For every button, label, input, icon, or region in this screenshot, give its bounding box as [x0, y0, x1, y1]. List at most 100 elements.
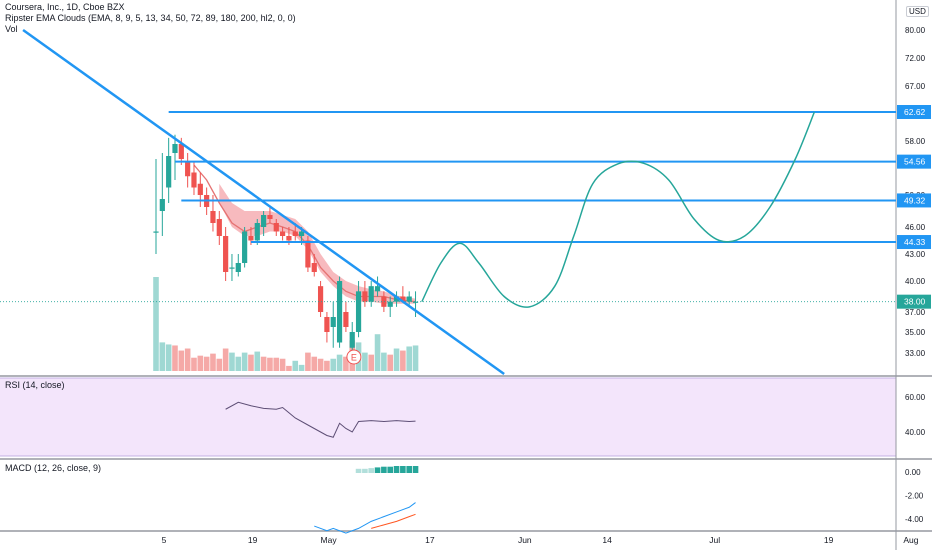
volume-legend[interactable]: Vol — [5, 24, 18, 34]
price-level-label: 54.56 — [904, 157, 926, 167]
volume-bar — [222, 348, 229, 371]
volume-bar — [412, 345, 419, 371]
candle-body — [267, 215, 273, 219]
volume-bar — [381, 352, 387, 371]
time-tick-label: 19 — [824, 535, 834, 545]
candle-body — [368, 286, 374, 302]
volume-bar — [254, 351, 261, 371]
price-tick-label: 72.00 — [905, 54, 926, 63]
macd-line — [314, 502, 416, 534]
price-tick-label: 67.00 — [905, 82, 926, 91]
volume-bar — [317, 358, 324, 371]
volume-bar — [203, 356, 210, 371]
candle-body — [159, 199, 165, 211]
volume-bar — [191, 357, 197, 371]
volume-bar — [248, 354, 254, 371]
candle-body — [355, 291, 362, 332]
candle-body — [242, 231, 248, 263]
signal-line — [371, 513, 416, 529]
candle-body — [248, 236, 254, 241]
time-tick-label: Jul — [709, 535, 720, 545]
volume-bar — [298, 364, 305, 371]
descending-trendline — [22, 28, 505, 376]
candle-body — [393, 296, 400, 302]
candle-body — [336, 281, 343, 343]
volume-bar — [260, 356, 267, 371]
price-tick-label: 33.00 — [905, 349, 926, 358]
volume-bar — [387, 354, 394, 371]
candle-body — [273, 223, 279, 232]
price-projection-curve — [421, 111, 816, 308]
time-tick-label: Jun — [518, 535, 532, 545]
price-level-label: 44.33 — [904, 237, 926, 247]
volume-bar — [241, 352, 248, 371]
candle-body — [185, 162, 191, 177]
candle-body — [166, 156, 172, 188]
volume-bar — [184, 348, 191, 371]
macd-tick-label: 0.00 — [905, 468, 921, 477]
volume-bar — [324, 360, 330, 371]
candle-body — [191, 172, 197, 188]
indicator-legend[interactable]: Ripster EMA Clouds (EMA, 8, 9, 5, 13, 34… — [5, 13, 296, 23]
price-tick-label: 46.00 — [905, 223, 926, 232]
volume-bar — [362, 352, 368, 371]
candle-body — [374, 286, 381, 292]
candle-body — [343, 312, 349, 327]
macd-histogram-bar — [412, 466, 419, 473]
volume-bar — [292, 360, 299, 371]
candle-body — [298, 231, 305, 236]
volume-bar — [336, 354, 343, 371]
price-level-label: 49.32 — [904, 195, 926, 205]
candle-body — [172, 144, 178, 153]
volume-bar — [393, 348, 400, 371]
candle-body — [381, 296, 387, 307]
time-tick-label: 19 — [248, 535, 258, 545]
macd-histogram-bar — [406, 466, 412, 473]
price-level-badge — [897, 235, 931, 250]
earnings-marker — [346, 349, 362, 365]
price-tick-label: 43.00 — [905, 250, 926, 259]
candle-body — [286, 236, 292, 241]
candle-body — [311, 263, 317, 272]
price-tick-label: 40.00 — [905, 277, 926, 286]
volume-bar — [235, 356, 242, 371]
candle-body — [216, 219, 222, 236]
rsi-pane-background — [0, 378, 896, 456]
volume-bar — [216, 358, 223, 371]
price-tick-label: 35.00 — [905, 328, 926, 337]
candle-body — [400, 296, 406, 302]
candle-body — [305, 240, 311, 268]
price-tick-label: 80.00 — [905, 26, 926, 35]
macd-legend[interactable]: MACD (12, 26, close, 9) — [5, 463, 102, 473]
macd-histogram-bar — [368, 468, 375, 473]
volume-bar — [400, 350, 406, 371]
volume-bar — [343, 356, 349, 371]
candle-body — [387, 301, 393, 307]
volume-bar — [368, 354, 375, 371]
volume-bar — [279, 358, 286, 371]
rsi-tick-label: 40.00 — [905, 428, 926, 437]
candle-body — [153, 231, 159, 233]
rsi-legend[interactable]: RSI (14, close) — [5, 380, 65, 390]
macd-tick-label: -4.00 — [905, 515, 924, 524]
volume-bar — [165, 344, 172, 371]
price-tick-label: 58.00 — [905, 137, 926, 146]
time-tick-label: May — [321, 535, 338, 545]
time-tick-label: 14 — [602, 535, 612, 545]
price-level-badge — [897, 193, 931, 208]
candle-body — [254, 223, 260, 241]
time-tick-label: Aug — [903, 535, 918, 545]
price-level-badge — [897, 154, 931, 169]
volume-bar — [305, 352, 311, 371]
volume-bar — [267, 357, 273, 371]
rsi-tick-label: 60.00 — [905, 393, 926, 402]
earnings-marker-label: E — [351, 353, 357, 363]
candle-body — [324, 317, 330, 332]
currency-label[interactable]: USD — [906, 6, 929, 17]
candle-body — [178, 144, 184, 159]
volume-bar — [197, 355, 204, 371]
candle-body — [412, 301, 419, 303]
chart-title[interactable]: Coursera, Inc., 1D, Cboe BZX — [5, 2, 125, 12]
